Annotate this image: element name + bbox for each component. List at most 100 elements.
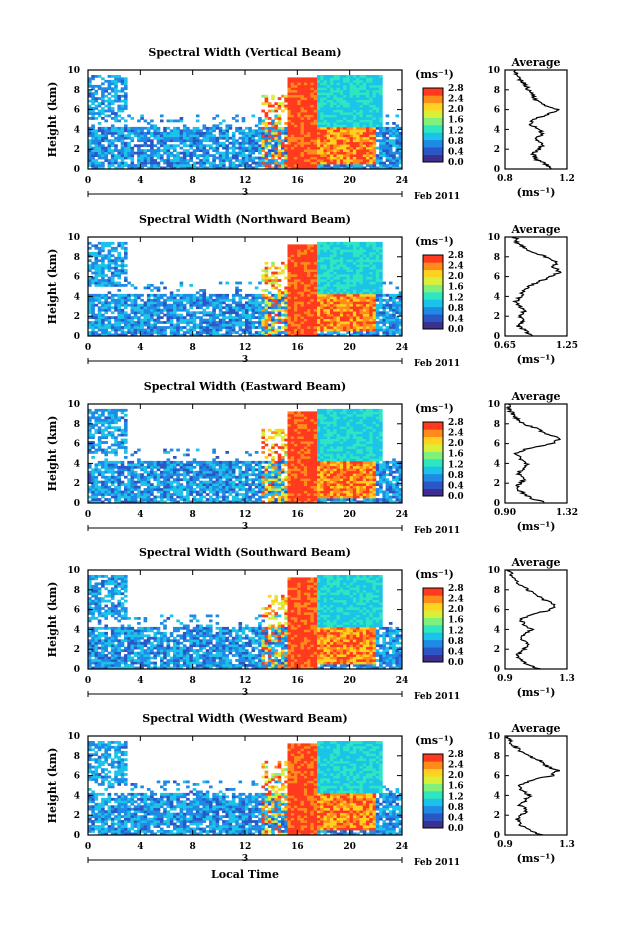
heatmap-cell [199, 166, 203, 170]
heatmap-cell [395, 306, 400, 310]
heatmap-cell [398, 134, 403, 138]
heatmap-cell [267, 316, 272, 319]
heatmap-cell [317, 146, 321, 150]
heatmap-cell [313, 289, 318, 292]
heatmap-cell [349, 97, 354, 100]
heatmap-cell [300, 99, 305, 103]
heatmap-cell [336, 271, 341, 275]
heatmap-cell [349, 104, 354, 108]
heatmap-cell [156, 156, 161, 160]
heatmap-cell [176, 139, 180, 143]
heatmap-cell [146, 303, 151, 307]
heatmap-cell [313, 271, 318, 275]
heatmap-cell [375, 87, 380, 91]
heatmap-cell [189, 298, 193, 302]
heatmap-cell [362, 269, 367, 272]
heatmap-cell [104, 488, 108, 491]
heatmap-cell [336, 256, 341, 260]
heatmap-cell [261, 269, 265, 272]
heatmap-cell [238, 126, 243, 130]
heatmap-cell [267, 279, 272, 282]
heatmap-cell [323, 279, 328, 282]
heatmap-cell [300, 249, 305, 253]
heatmap-cell [88, 134, 92, 138]
heatmap-cell [297, 261, 301, 265]
heatmap-cell [133, 316, 138, 319]
heatmap-cell [222, 318, 226, 322]
heatmap-cell [303, 289, 308, 292]
heatmap-cell [294, 92, 298, 96]
heatmap-cell [297, 146, 301, 150]
heatmap-cell [88, 246, 92, 250]
heatmap-cell [222, 134, 226, 138]
heatmap-cell [281, 261, 285, 265]
heatmap-cell [346, 104, 350, 108]
average-x-tick-label: 0.8 [497, 174, 513, 184]
heatmap-cell [356, 331, 360, 334]
colorbar-tick-label: 0.8 [448, 304, 464, 314]
heatmap-cell [310, 251, 314, 255]
heatmap-cell [186, 164, 190, 167]
heatmap-cell [346, 311, 350, 315]
heatmap-cell [137, 164, 141, 167]
heatmap-cell [307, 313, 311, 317]
heatmap-cell [245, 146, 249, 150]
heatmap-cell [173, 159, 177, 162]
heatmap-cell [209, 296, 213, 300]
heatmap-cell [114, 82, 118, 86]
heatmap-cell [385, 293, 390, 297]
heatmap-cell [130, 151, 135, 155]
day-label: 3 [242, 188, 248, 198]
heatmap-cell [388, 328, 393, 332]
colorbar-segment [423, 88, 443, 96]
heatmap-cell [110, 151, 115, 155]
heatmap-cell [297, 298, 301, 302]
heatmap-cell [330, 326, 334, 329]
heatmap-cell [333, 313, 337, 317]
heatmap-cell [212, 164, 216, 167]
heatmap-cell [264, 311, 269, 315]
heatmap-cell [153, 134, 157, 138]
heatmap-cell [101, 112, 105, 115]
heatmap-cell [310, 159, 314, 162]
heatmap-cell [323, 274, 328, 277]
heatmap-cell [330, 159, 334, 162]
heatmap-cell [339, 134, 344, 138]
heatmap-cell [130, 139, 135, 143]
heatmap-cell [366, 298, 370, 302]
heatmap-cell [274, 117, 278, 120]
colorbar-tick-label: 1.6 [448, 283, 464, 293]
heatmap-cell [107, 99, 112, 103]
heatmap-cell [287, 301, 292, 305]
heatmap-cell [101, 77, 105, 81]
heatmap-cell [346, 112, 350, 115]
heatmap-cell [303, 112, 308, 115]
heatmap-cell [346, 318, 350, 322]
heatmap-cell [290, 289, 295, 292]
heatmap-cell [330, 251, 334, 255]
heatmap-cell [379, 296, 383, 300]
heatmap-cell [313, 281, 318, 285]
heatmap-cell [150, 131, 154, 135]
heatmap-cell [294, 94, 298, 98]
heatmap-cell [297, 129, 301, 133]
heatmap-cell [97, 460, 102, 464]
heatmap-cell [281, 166, 285, 170]
heatmap-cell [356, 149, 360, 152]
heatmap-cell [379, 281, 383, 285]
heatmap-cell [222, 311, 226, 315]
heatmap-cell [248, 129, 252, 133]
heatmap-cell [310, 109, 314, 113]
heatmap-cell [336, 308, 341, 312]
heatmap-cell [356, 99, 360, 103]
heatmap-cell [101, 166, 105, 170]
heatmap-cell [379, 271, 383, 275]
heatmap-cell [101, 89, 105, 93]
heatmap-cell [117, 274, 121, 277]
heatmap-cell [156, 164, 161, 167]
heatmap-cell [372, 141, 377, 145]
heatmap-cell [97, 161, 102, 165]
heatmap-cell [218, 154, 223, 157]
heatmap-cell [284, 166, 288, 170]
heatmap-cell [375, 159, 380, 162]
